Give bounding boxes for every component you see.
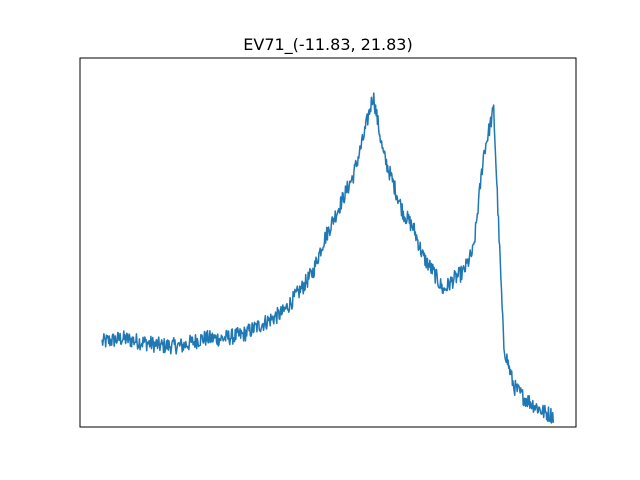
series-line-0 (101, 92, 555, 424)
series-group (101, 92, 555, 424)
chart-title: EV71_(-11.83, 21.83) (243, 35, 412, 55)
plot-frame (79, 57, 577, 428)
